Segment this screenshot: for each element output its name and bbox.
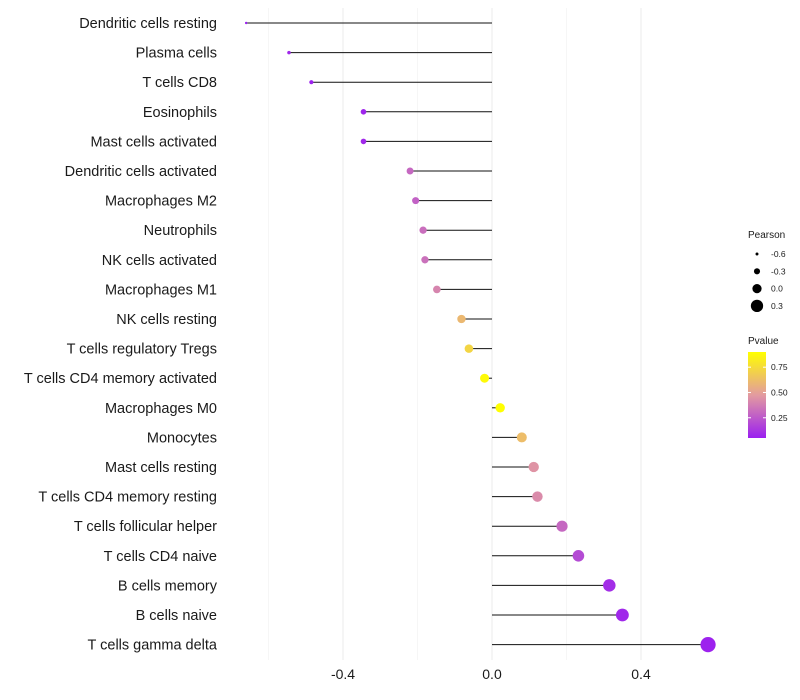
lollipop-stems [246, 22, 709, 646]
data-point [360, 138, 367, 145]
category-label: Dendritic cells resting [79, 16, 217, 32]
category-label: Monocytes [147, 430, 217, 446]
data-point [528, 461, 539, 473]
size-legend-dot [753, 268, 761, 275]
category-label: T cells regulatory Tregs [67, 342, 217, 358]
category-label: Mast cells activated [90, 134, 217, 150]
size-legend-dot [750, 299, 764, 313]
data-point [556, 520, 568, 532]
category-label: Macrophages M1 [105, 282, 217, 298]
category-label: B cells naive [136, 608, 217, 624]
data-point [406, 167, 414, 175]
data-point [287, 50, 291, 55]
size-legend-label: 0.0 [771, 284, 783, 294]
category-label: Mast cells resting [105, 460, 217, 476]
grid-lines [268, 8, 642, 660]
category-label: Macrophages M2 [105, 194, 217, 210]
category-label: NK cells resting [116, 312, 217, 328]
color-legend-label: 0.75 [771, 362, 788, 372]
category-label: T cells CD4 naive [104, 549, 217, 565]
category-label: Neutrophils [144, 223, 217, 239]
data-point [516, 432, 527, 443]
category-label: T cells CD8 [142, 75, 217, 91]
category-label: T cells CD4 memory resting [38, 490, 217, 506]
lollipop-points [244, 21, 716, 653]
data-point [464, 344, 474, 353]
category-label: T cells CD4 memory activated [24, 371, 217, 387]
category-label: B cells memory [118, 578, 218, 594]
data-point [572, 549, 585, 562]
data-point [421, 256, 429, 264]
category-label: Plasma cells [136, 46, 217, 62]
x-tick-label: 0.0 [482, 666, 502, 682]
category-label: T cells gamma delta [88, 638, 218, 654]
data-point [457, 314, 466, 324]
size-legend-label: -0.3 [771, 266, 786, 276]
x-tick-labels: -0.4 0.0 0.4 [331, 666, 651, 682]
category-label: Eosinophils [143, 105, 217, 121]
size-legend-dot [755, 252, 759, 256]
data-point [244, 21, 248, 25]
data-point [603, 579, 616, 592]
data-point [615, 608, 629, 622]
data-point [433, 285, 441, 294]
color-legend-title: Pvalue [748, 336, 779, 347]
color-legend-label: 0.50 [771, 387, 788, 397]
color-legend-ticks: 0.75 0.50 0.25 [748, 362, 788, 423]
size-legend-label: -0.6 [771, 249, 786, 259]
category-label: Macrophages M0 [105, 401, 217, 417]
data-point [360, 108, 367, 115]
category-label: NK cells activated [102, 253, 217, 269]
size-legend-dot [752, 284, 762, 294]
data-point [309, 80, 314, 85]
category-label: T cells follicular helper [74, 519, 217, 535]
data-point [419, 226, 427, 234]
size-legend-title: Pearson [748, 230, 785, 241]
data-point [700, 636, 716, 653]
data-point [480, 373, 490, 383]
data-point [495, 403, 505, 413]
category-labels: Dendritic cells resting Plasma cells T cel… [24, 16, 218, 654]
data-point [532, 491, 543, 502]
category-label: Dendritic cells activated [65, 164, 217, 180]
size-legend-label: 0.3 [771, 301, 783, 311]
color-legend-bar [748, 352, 766, 438]
data-point [412, 197, 420, 205]
x-tick-label: 0.4 [631, 666, 651, 682]
size-legend: -0.6 -0.3 0.0 0.3 [750, 249, 786, 313]
x-tick-label: -0.4 [331, 666, 355, 682]
color-legend-label: 0.25 [771, 413, 788, 423]
legend: Pearson -0.6-0.30.00.3 Pvalue 0.750.500.… [748, 230, 788, 438]
